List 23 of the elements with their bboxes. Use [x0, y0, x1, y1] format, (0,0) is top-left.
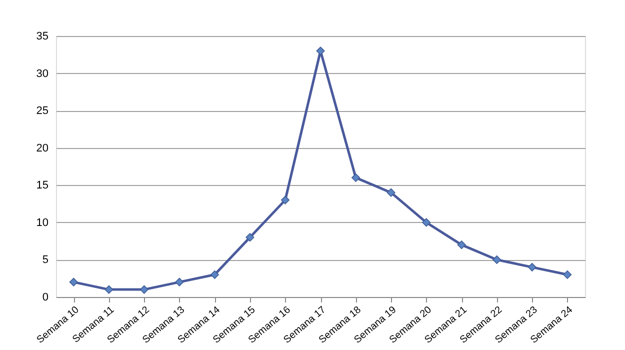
y-tick-label: 5: [42, 254, 48, 266]
point: [175, 278, 184, 286]
point: [316, 46, 325, 56]
point: [246, 233, 254, 242]
y-tick-label: 10: [36, 216, 48, 229]
point: [528, 262, 536, 272]
point: [386, 188, 396, 197]
y-tick-label: 35: [36, 30, 48, 42]
y-tick-label: 30: [36, 68, 48, 80]
y-tick-label: 20: [36, 142, 48, 154]
point: [104, 285, 114, 294]
point: [351, 173, 360, 182]
y-tick-label: 25: [36, 105, 48, 118]
point: [140, 285, 148, 294]
y-tick-label: 0: [42, 292, 48, 304]
point: [563, 270, 572, 279]
point: [69, 278, 78, 286]
point: [492, 255, 502, 264]
point: [210, 270, 219, 279]
point: [422, 218, 431, 227]
point: [457, 240, 466, 250]
y-tick-label: 15: [36, 180, 48, 192]
point: [280, 196, 290, 204]
